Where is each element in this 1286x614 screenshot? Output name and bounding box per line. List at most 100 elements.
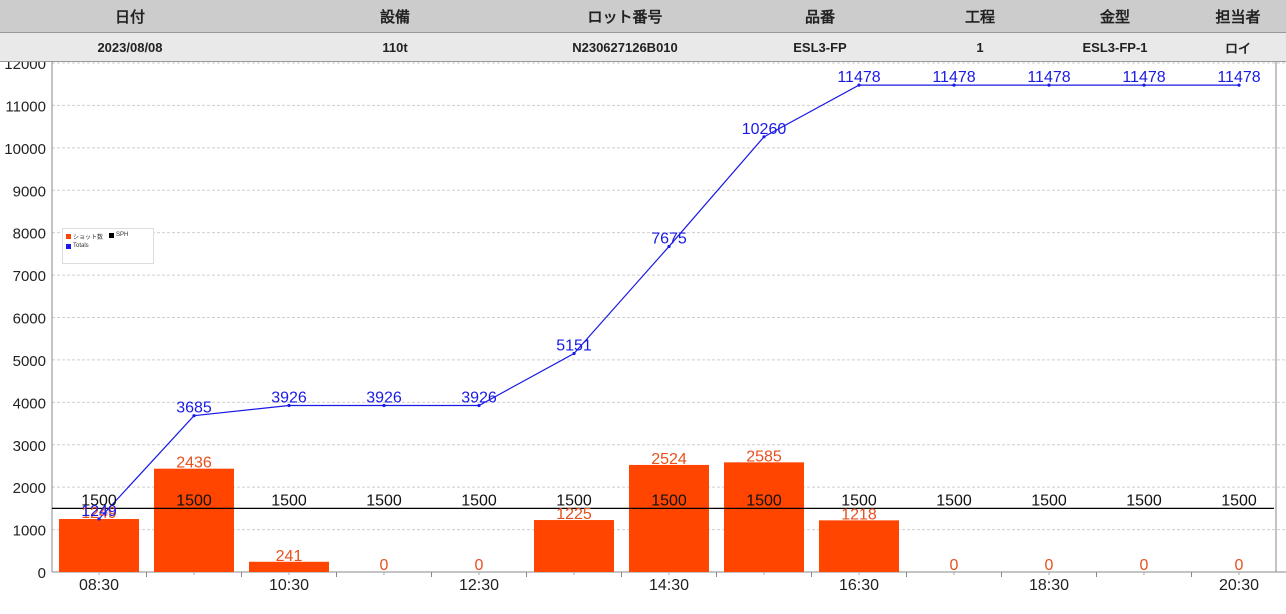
legend-label-totals: Totals [73,243,89,249]
legend-swatch-sph [109,232,114,238]
production-chart: 0 1000 2000 3000 4000 5000 6000 7000 8000 9000 100… [4,62,1286,594]
bar-value-label: 1218 [841,506,877,523]
totals-value-label: 5151 [556,338,592,355]
x-tick-label: 20:30 [1219,577,1259,594]
y-tick-label: 12000 [4,62,46,73]
legend-item-sph: SPH [109,232,128,238]
bar-value-label: 2436 [176,455,212,472]
value-part-number: ESL3-FP [720,32,920,62]
y-tick-label: 0 [38,565,46,582]
totals-value-label: 3926 [271,389,307,406]
totals-point [1047,83,1051,87]
totals-point [1237,83,1241,87]
x-tick-label: 12:30 [459,577,499,594]
bar-value-label: 1249 [81,505,117,522]
bar-value-label: 2524 [651,451,687,468]
totals-point [1142,83,1146,87]
y-tick-label: 1000 [13,523,46,540]
info-header-row: 日付 設備 ロット番号 品番 工程 金型 担当者 [0,0,1286,33]
bar [629,464,709,572]
header-lot-number: ロット番号 [530,0,720,33]
totals-value-label: 3926 [366,389,402,406]
value-process: 1 [920,32,1040,62]
sph-value-label: 1500 [651,492,687,509]
value-mold: ESL3-FP-1 [1040,32,1190,62]
sph-value-label: 1500 [1126,492,1162,509]
totals-value-label: 7675 [651,230,687,247]
y-tick-label: 2000 [13,480,46,497]
y-tick-label: 6000 [13,311,46,328]
bar-value-label: 0 [475,557,484,574]
sph-value-label: 1500 [841,492,877,509]
sph-value-label: 1500 [746,492,782,509]
y-tick-label: 7000 [13,268,46,285]
totals-point [382,403,386,408]
x-tick-label: 10:30 [269,577,309,594]
bar-value-label: 1225 [556,506,592,523]
y-tick-label: 5000 [13,353,46,370]
y-tick-label: 4000 [13,395,46,412]
bar-value-label: 0 [1235,557,1244,574]
header-part-number: 品番 [720,0,920,33]
legend-label-shots: ショット数 [73,235,104,241]
bar-value-label: 0 [950,557,959,574]
legend-label-sph: SPH [116,232,129,238]
totals-value-label: 3685 [176,400,212,417]
bar-value-label: 0 [1140,557,1149,574]
bar-value-label: 0 [380,557,389,574]
legend-item-shots: ショット数 [66,232,103,241]
value-operator: ロイ [1190,32,1286,62]
y-tick-label: 3000 [13,438,46,455]
value-lot-number: N230627126B010 [530,32,720,62]
header-mold: 金型 [1040,0,1190,33]
y-tick-label: 9000 [13,183,46,200]
totals-value-label: 11478 [1027,69,1070,86]
sph-value-label: 1500 [271,492,307,509]
totals-point [192,414,196,418]
bar-value-label: 241 [276,548,303,565]
totals-value-label: 3926 [461,389,497,406]
sph-value-label: 1500 [366,492,402,509]
x-tick-label: 08:30 [79,577,119,594]
bar [534,520,614,572]
header-operator: 担当者 [1190,0,1286,33]
x-tick-label: 18:30 [1029,577,1069,594]
totals-point [667,244,671,249]
legend-swatch-totals [66,243,71,249]
value-date: 2023/08/08 [0,32,260,62]
legend-swatch-shots [66,234,71,239]
totals-value-label: 10260 [742,121,787,138]
totals-value-label: 11478 [932,69,975,86]
totals-point [952,83,956,87]
bar [819,520,899,572]
info-table: 日付 設備 ロット番号 品番 工程 金型 担当者 2023/08/08 110t… [0,0,1286,62]
legend-item-totals: Totals [66,243,89,249]
bar [154,468,234,572]
y-tick-label: 10000 [4,141,46,158]
bar [59,519,139,572]
bar [724,462,804,572]
info-value-row: 2023/08/08 110t N230627126B010 ESL3-FP 1… [0,32,1286,62]
x-tick-label: 14:30 [649,577,689,594]
totals-point [287,403,291,408]
value-equipment: 110t [260,32,530,62]
totals-point [762,135,766,139]
y-tick-label: 11000 [5,98,46,115]
totals-value-label: 11478 [837,69,880,86]
totals-point [97,517,101,521]
x-tick-label: 16:30 [839,577,879,594]
bar-value-label: 0 [1045,557,1054,574]
totals-value-label: 11478 [1122,69,1165,86]
bar [249,561,329,572]
totals-point [857,83,861,87]
sph-value-label: 1500 [556,492,592,509]
header-process: 工程 [920,0,1040,33]
sph-value-label: 1500 [176,492,212,509]
sph-value-label: 1500 [81,492,117,509]
sph-value-label: 1500 [936,492,972,509]
totals-value-label: 11478 [1217,69,1260,86]
header-date: 日付 [0,0,260,33]
sph-value-label: 1500 [1221,492,1257,509]
sph-value-label: 1500 [1031,492,1067,509]
bar-value-label: 2585 [746,448,782,465]
